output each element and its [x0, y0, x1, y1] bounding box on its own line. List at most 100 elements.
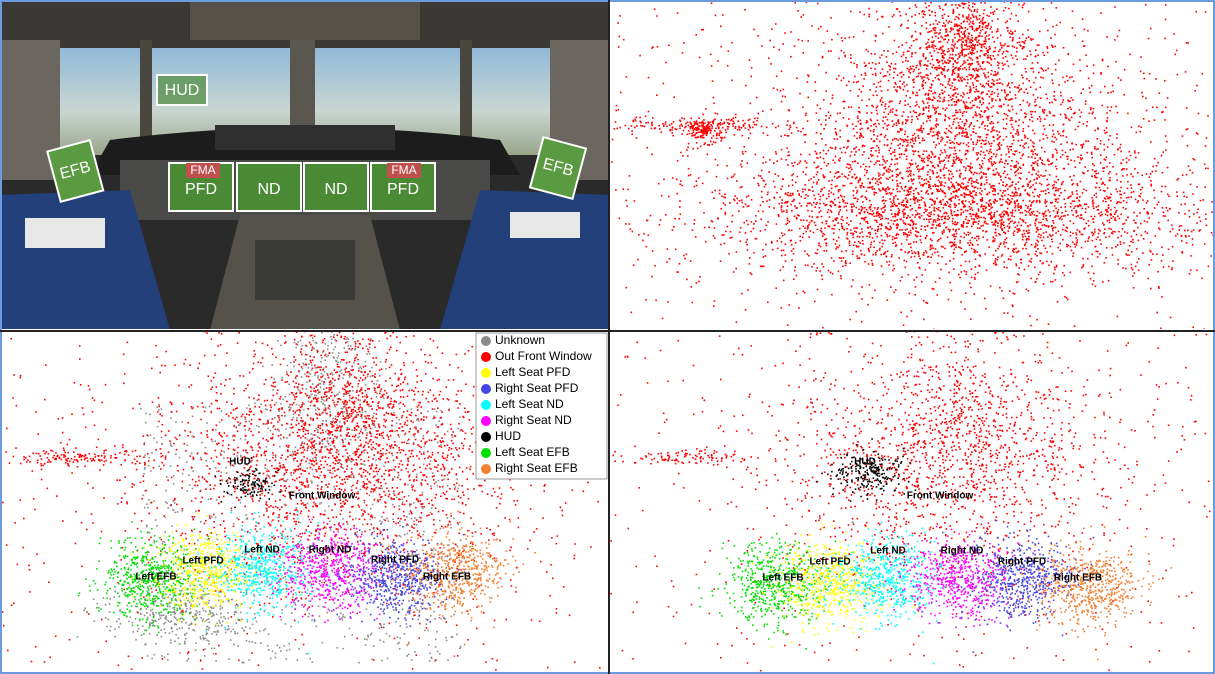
- gaze-point: [1137, 152, 1140, 154]
- gaze-point: [902, 177, 904, 180]
- gaze-point: [618, 217, 621, 220]
- gaze-point: [901, 210, 904, 213]
- gaze-point: [981, 62, 984, 64]
- gaze-point: [816, 267, 819, 269]
- gaze-point: [780, 135, 782, 137]
- gaze-point: [1002, 172, 1005, 175]
- gaze-point: [980, 182, 983, 185]
- gaze-point: [925, 150, 928, 152]
- gaze-point: [943, 177, 946, 179]
- gaze-point: [881, 15, 883, 18]
- gaze-point: [981, 139, 983, 142]
- gaze-point: [851, 175, 854, 178]
- gaze-point: [869, 130, 872, 132]
- gaze-point: [970, 170, 972, 173]
- gaze-point: [885, 190, 887, 193]
- gaze-point: [1035, 242, 1037, 245]
- gaze-point: [909, 229, 912, 232]
- gaze-point: [1003, 162, 1006, 165]
- gaze-point: [921, 24, 923, 27]
- gaze-point: [836, 246, 838, 248]
- gaze-point: [755, 215, 757, 217]
- gaze-point: [995, 153, 998, 156]
- gaze-point: [988, 334, 990, 336]
- gaze-point: [931, 223, 934, 226]
- gaze-point: [947, 298, 950, 301]
- gaze-point: [950, 245, 952, 248]
- gaze-point: [1082, 45, 1085, 47]
- gaze-point: [909, 111, 912, 113]
- gaze-point: [967, 16, 970, 18]
- gaze-point: [1023, 147, 1025, 149]
- gaze-point: [1055, 168, 1058, 170]
- gaze-point: [1141, 91, 1143, 94]
- gaze-point: [840, 151, 843, 154]
- gaze-point: [940, 66, 942, 69]
- gaze-point: [967, 145, 970, 148]
- gaze-point: [848, 106, 850, 108]
- gaze-point: [897, 119, 900, 121]
- gaze-point: [689, 174, 692, 176]
- gaze-point: [794, 266, 796, 268]
- gaze-point: [1162, 111, 1164, 113]
- gaze-point: [1151, 106, 1154, 108]
- gaze-point: [888, 26, 890, 28]
- gaze-point: [798, 202, 801, 205]
- gaze-point: [1000, 175, 1002, 177]
- gaze-point: [780, 307, 783, 309]
- gaze-point: [1140, 126, 1143, 128]
- gaze-point: [1035, 280, 1037, 283]
- gaze-point: [1049, 245, 1052, 248]
- gaze-point: [1119, 190, 1121, 192]
- gaze-point: [867, 157, 870, 160]
- gaze-point: [960, 185, 962, 188]
- gaze-point: [773, 162, 775, 164]
- gaze-point: [855, 310, 857, 313]
- gaze-point: [1075, 237, 1077, 239]
- gaze-point: [922, 76, 924, 78]
- gaze-point: [1000, 222, 1003, 224]
- gaze-point: [972, 116, 974, 119]
- gaze-point: [938, 41, 940, 43]
- gaze-point: [950, 131, 953, 134]
- gaze-point: [875, 178, 877, 180]
- gaze-point: [1033, 81, 1035, 84]
- gaze-point: [966, 194, 969, 196]
- gaze-point: [1054, 279, 1057, 281]
- gaze-point: [939, 32, 941, 34]
- gaze-point: [1188, 209, 1190, 212]
- gaze-point: [1130, 263, 1133, 266]
- gaze-point: [1006, 207, 1009, 210]
- gaze-point: [747, 129, 750, 131]
- gaze-point: [1052, 133, 1055, 136]
- gaze-point: [1112, 166, 1114, 168]
- gaze-point: [910, 249, 913, 252]
- gaze-point: [1075, 234, 1078, 236]
- gaze-point: [1156, 203, 1158, 206]
- gaze-point: [1112, 90, 1114, 93]
- gaze-point: [771, 122, 774, 125]
- gaze-point: [914, 198, 916, 200]
- gaze-point: [947, 157, 950, 159]
- gaze-point: [873, 123, 875, 126]
- gaze-point: [997, 93, 999, 95]
- gaze-point: [912, 221, 915, 223]
- gaze-point: [925, 192, 927, 194]
- gaze-point: [902, 54, 905, 56]
- gaze-point: [966, 75, 968, 78]
- gaze-point: [991, 217, 993, 219]
- gaze-point: [1059, 113, 1062, 116]
- gaze-point: [939, 113, 942, 115]
- gaze-point: [1023, 268, 1026, 271]
- gaze-point: [1060, 206, 1062, 209]
- gaze-point: [1097, 172, 1099, 175]
- gaze-point: [1029, 315, 1031, 317]
- gaze-point: [950, 147, 953, 149]
- gaze-point: [905, 233, 907, 235]
- gaze-point: [1125, 196, 1128, 199]
- gaze-point: [837, 246, 839, 249]
- gaze-point: [1123, 242, 1125, 244]
- gaze-point: [805, 173, 807, 176]
- gaze-point: [1114, 6, 1116, 8]
- gaze-point: [965, 193, 968, 196]
